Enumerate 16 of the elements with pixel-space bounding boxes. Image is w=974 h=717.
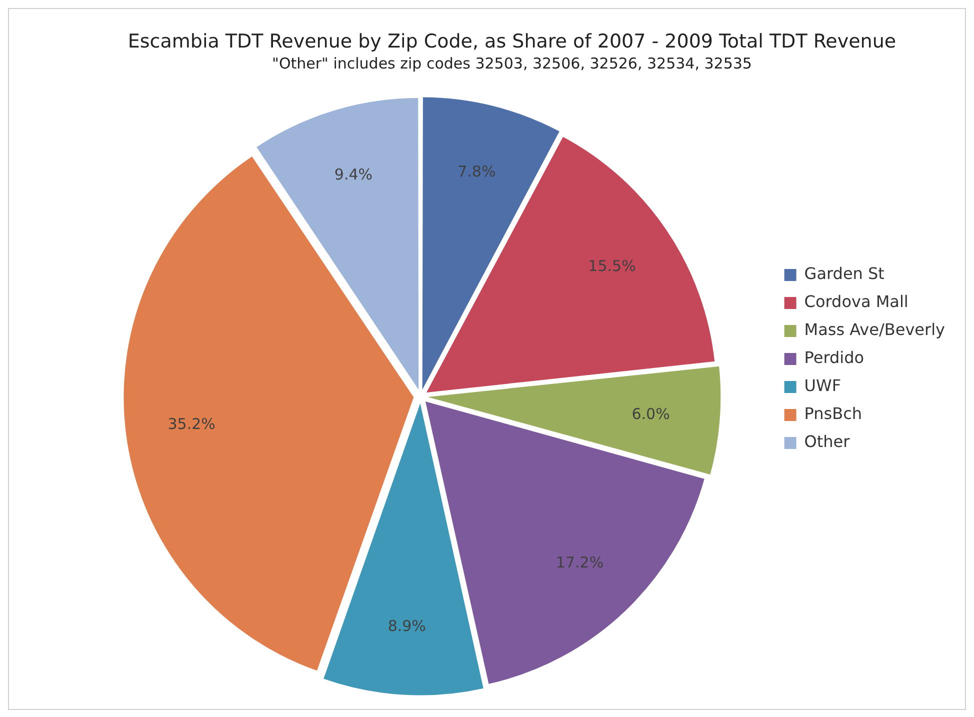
legend-label: Mass Ave/Beverly	[804, 320, 945, 340]
legend-label: Garden St	[804, 264, 884, 284]
chart-subtitle: "Other" includes zip codes 32503, 32506, 32526, 32534, 32535	[272, 54, 752, 73]
data-label: 8.9%	[388, 616, 426, 635]
data-label: 7.8%	[458, 162, 496, 180]
data-label: 6.0%	[632, 405, 670, 424]
data-label: 35.2%	[168, 415, 216, 434]
data-label: 15.5%	[588, 257, 636, 276]
legend-label: Perdido	[804, 348, 864, 368]
data-label: 9.4%	[334, 165, 373, 184]
legend-label: PnsBch	[804, 404, 862, 424]
legend-label: Cordova Mall	[804, 292, 908, 312]
data-label: 17.2%	[556, 554, 604, 572]
chart-title: Escambia TDT Revenue by Zip Code, as Share of 2007 - 2009 Total TDT Revenue	[128, 30, 896, 52]
legend-label: Other	[804, 432, 850, 452]
legend-label: UWF	[804, 376, 842, 396]
